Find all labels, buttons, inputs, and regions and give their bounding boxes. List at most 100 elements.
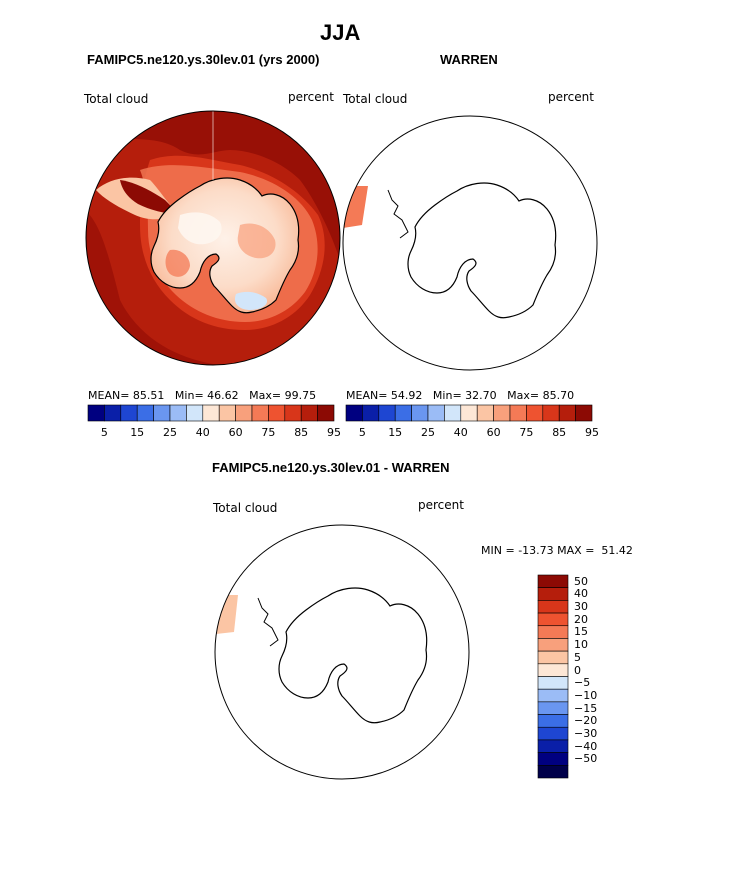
colorbar-swatch (537, 739, 569, 753)
colorbar-swatch (537, 625, 569, 639)
obs-max: 85.70 (542, 389, 575, 402)
colorbar-swatch (575, 404, 593, 422)
colorbar-swatch (444, 404, 462, 422)
colorbar-tick-label: −50 (574, 752, 598, 766)
colorbar-swatch (460, 404, 478, 422)
difference-units-label: percent (418, 498, 464, 512)
colorbar-tick-label: −30 (574, 726, 598, 740)
colorbar-tick-label: 5 (100, 426, 108, 439)
colorbar-tick-label: 15 (388, 426, 403, 439)
colorbar-swatch (104, 404, 122, 422)
colorbar-swatch (537, 650, 569, 665)
colorbar-swatch (537, 765, 569, 779)
colorbar-tick-label: 85 (552, 426, 567, 439)
model-stats: MEAN= 85.51 Min= 46.62 Max= 99.75 (88, 389, 317, 402)
difference-colorbar (537, 574, 569, 779)
colorbar-swatch (542, 404, 560, 422)
colorbar-swatch (87, 404, 105, 422)
colorbar-swatch (218, 404, 236, 422)
model-map-border (85, 110, 341, 366)
model-variable-label: Total cloud (84, 92, 149, 106)
colorbar-swatch (537, 587, 569, 601)
colorbar-swatch (537, 574, 569, 588)
colorbar-swatch (509, 404, 527, 422)
colorbar-swatch (300, 404, 318, 422)
colorbar-tick-label: 20 (574, 612, 588, 626)
difference-max: 51.42 (601, 544, 633, 557)
colorbar-swatch (169, 404, 187, 422)
colorbar-tick-label: 15 (130, 426, 145, 439)
obs-mean: 54.92 (390, 389, 423, 402)
colorbar-swatch (284, 404, 302, 422)
colorbar-tick-label: 15 (574, 625, 588, 639)
obs-units-label: percent (548, 90, 594, 104)
colorbar-swatch (558, 404, 576, 422)
colorbar-swatch (411, 404, 429, 422)
colorbar-tick-label: 25 (163, 426, 177, 439)
colorbar-tick-label: 5 (358, 426, 366, 439)
model-field (86, 111, 340, 365)
colorbar-tick-label: 40 (453, 426, 468, 439)
colorbar-swatch (537, 701, 569, 715)
obs-variable-label: Total cloud (343, 92, 408, 106)
colorbar-tick-label: 85 (294, 426, 309, 439)
obs-min: 32.70 (465, 389, 497, 402)
colorbar-swatch (476, 404, 494, 422)
colorbar-swatch (202, 404, 220, 422)
colorbar-tick-label: 0 (574, 663, 581, 677)
colorbar-swatch (378, 404, 396, 422)
obs-map-border (342, 115, 598, 371)
obs-stats: MEAN= 54.92 Min= 32.70 Max= 85.70 (346, 389, 575, 402)
colorbar-tick-label: 60 (486, 426, 501, 439)
colorbar-swatch (153, 404, 171, 422)
colorbar-swatch (120, 404, 138, 422)
colorbar-tick-label: −15 (574, 701, 598, 715)
colorbar-tick-label: 75 (261, 426, 276, 439)
difference-panel-title: FAMIPC5.ne120.ys.30lev.01 - WARREN (212, 460, 450, 475)
colorbar-tick-label: 60 (228, 426, 243, 439)
model-min: 46.62 (207, 389, 239, 402)
colorbar-tick-label: −20 (574, 714, 598, 728)
colorbar-swatch (537, 676, 569, 690)
obs-field (343, 116, 597, 370)
colorbar-swatch (136, 404, 154, 422)
obs-panel-title: WARREN (440, 52, 498, 67)
colorbar-swatch (394, 404, 412, 422)
difference-variable-label: Total cloud (213, 501, 278, 515)
page-title: JJA (320, 20, 361, 45)
model-max: 99.75 (284, 389, 317, 402)
colorbar-tick-label: 40 (195, 426, 210, 439)
colorbar-swatch (251, 404, 269, 422)
colorbar-tick-label: 10 (574, 638, 588, 652)
colorbar-tick-label: 40 (574, 587, 588, 601)
colorbar-tick-label: 75 (519, 426, 534, 439)
model-mean: 85.51 (132, 389, 165, 402)
colorbar-swatch (427, 404, 445, 422)
colorbar-swatch (268, 404, 286, 422)
difference-min: -13.73 (518, 544, 554, 557)
colorbar-tick-label: 30 (574, 600, 588, 614)
colorbar-tick-label: −10 (574, 688, 598, 702)
colorbar-swatch (537, 600, 569, 614)
colorbar-tick-label: −40 (574, 739, 598, 753)
colorbar-swatch (317, 404, 335, 422)
colorbar-tick-label: 95 (585, 426, 599, 439)
colorbar-swatch (526, 404, 544, 422)
colorbar-swatch (235, 404, 253, 422)
colorbar-swatch (537, 638, 569, 652)
colorbar-swatch (537, 663, 569, 677)
colorbar-tick-label: 50 (574, 574, 588, 588)
colorbar-swatch (537, 752, 569, 766)
colorbar-swatch (537, 612, 569, 627)
colorbar-swatch (537, 688, 569, 703)
colorbar-tick-label: 5 (574, 650, 581, 664)
difference-map-border (214, 524, 470, 780)
colorbar-swatch (537, 726, 569, 741)
model-colorbar (87, 404, 335, 422)
colorbar-swatch (493, 404, 511, 422)
model-units-label: percent (288, 90, 334, 104)
difference-field (215, 525, 469, 779)
model-panel-title: FAMIPC5.ne120.ys.30lev.01 (yrs 2000) (87, 52, 320, 67)
colorbar-tick-label: 25 (421, 426, 435, 439)
